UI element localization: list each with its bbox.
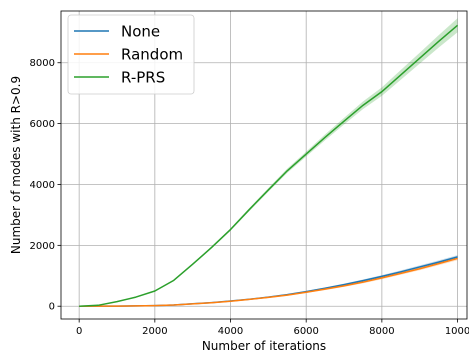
x-axis-label: Number of iterations: [202, 339, 326, 352]
y-tick-label: 6000: [30, 119, 55, 130]
series-line-none: [79, 256, 458, 307]
x-tick-label: 0: [76, 326, 82, 337]
x-tick-label: 1000: [445, 326, 469, 337]
x-tick-label: 4000: [218, 326, 243, 337]
x-tick-label: 8000: [369, 326, 394, 337]
series-line-random: [79, 257, 458, 307]
legend-label-none: None: [121, 23, 160, 41]
legend-label-r-prs: R-PRS: [121, 69, 165, 87]
series-lines: [79, 24, 459, 307]
legend: None Random R-PRS: [67, 14, 195, 95]
y-tick-label: 8000: [30, 58, 55, 69]
y-tick-label: 4000: [30, 180, 55, 191]
x-tick-label: 2000: [142, 326, 167, 337]
y-tick-label: 0: [49, 302, 55, 313]
plot-frame: [60, 10, 468, 320]
band-random: [79, 256, 458, 307]
legend-box: [67, 14, 195, 95]
y-axis-ticks: 0 2000 4000 6000 8000: [30, 58, 61, 313]
x-axis-ticks: 0 2000 4000 6000 8000 1000: [76, 319, 469, 337]
y-axis-label: Number of modes with R>0.9: [9, 76, 23, 254]
band-none: [79, 255, 458, 307]
legend-label-random: Random: [121, 46, 183, 64]
y-tick-label: 2000: [30, 241, 55, 252]
x-tick-label: 6000: [293, 326, 318, 337]
series-line-r-prs: [79, 24, 459, 307]
